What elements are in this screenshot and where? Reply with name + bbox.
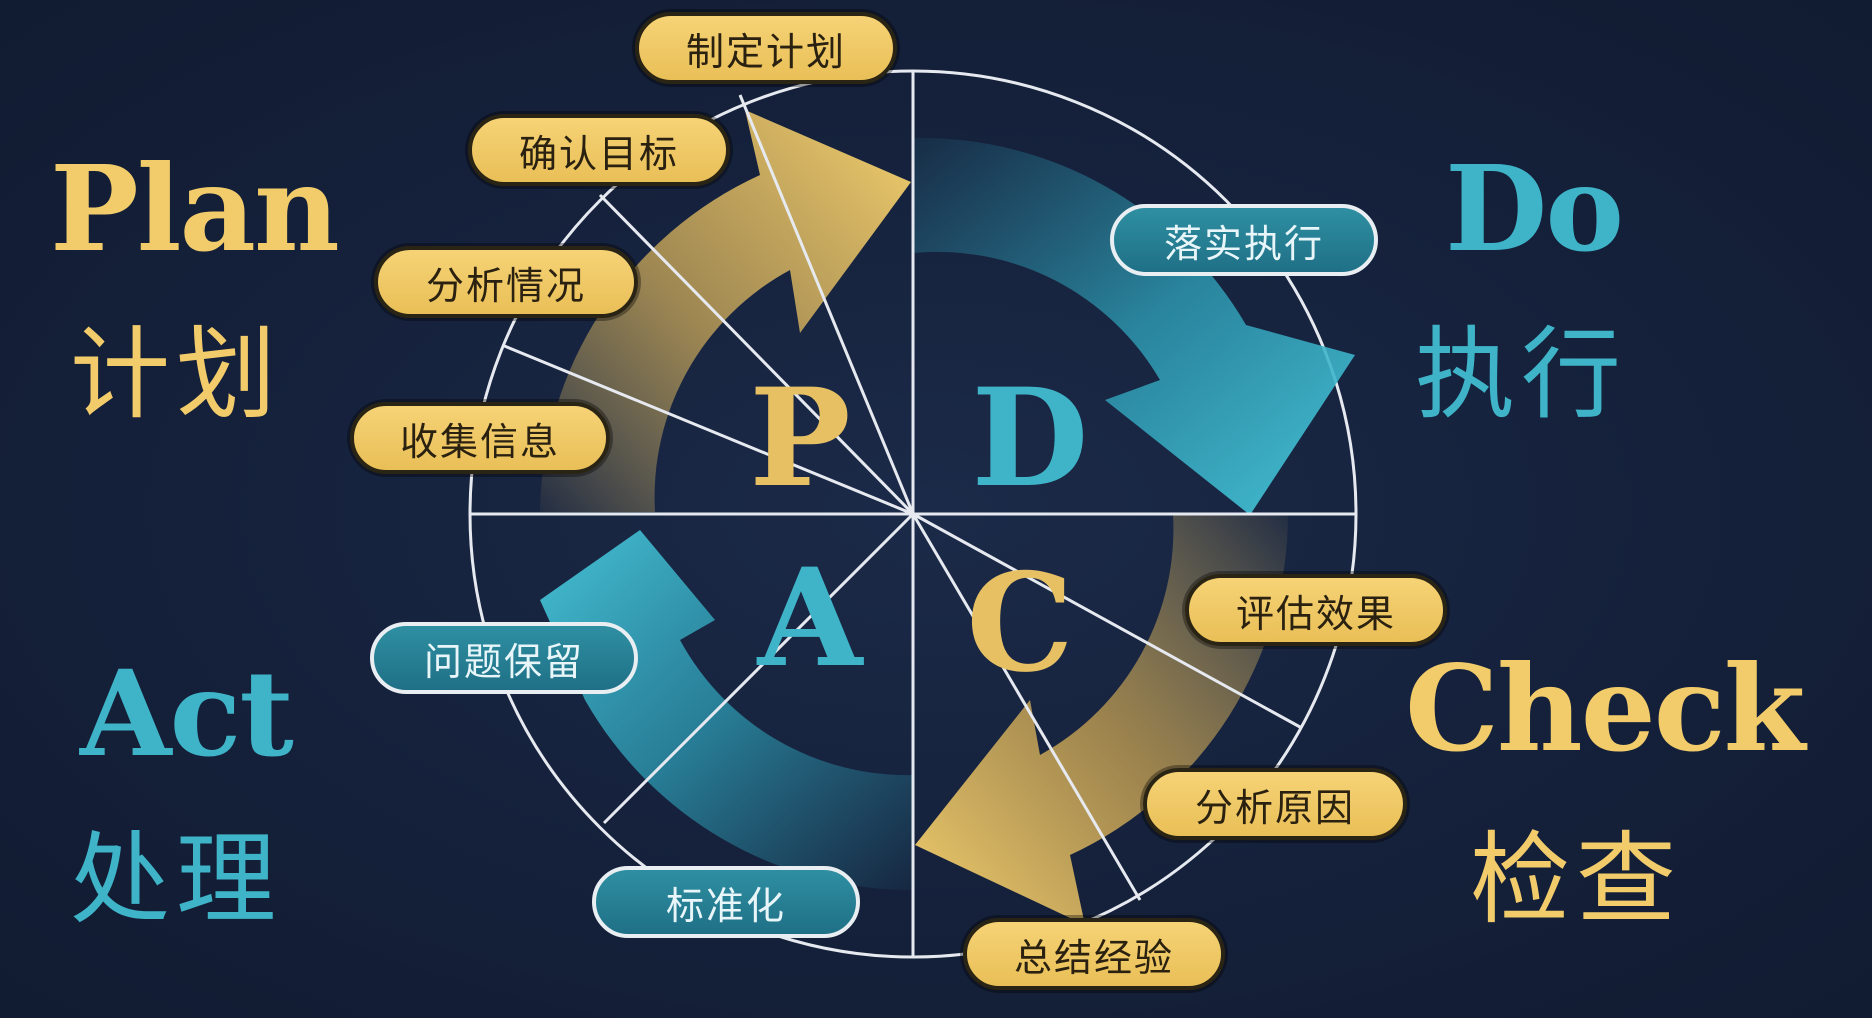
divider-analyze-summarize [911, 513, 1142, 901]
act-arrow [540, 530, 913, 891]
letter-p: P [749, 358, 851, 517]
radial-divider-lines [501, 94, 1301, 901]
do-title-zh: 执行 [1415, 316, 1627, 433]
step-collect-info: 收集信息 [350, 402, 610, 474]
plan-arrow [540, 110, 911, 512]
plan-title-zh: 计划 [70, 316, 282, 433]
step-evaluate-effect: 评估效果 [1185, 574, 1447, 646]
step-implement: 落实执行 [1110, 204, 1378, 276]
letter-c: C [966, 543, 1073, 702]
do-arrow [913, 137, 1355, 516]
plan-title-en: Plan [50, 139, 340, 278]
step-confirm-goal: 确认目标 [468, 114, 730, 186]
check-title-en: Check [1405, 639, 1805, 778]
step-analyze-cause: 分析原因 [1143, 768, 1407, 840]
step-retain-issues: 问题保留 [370, 622, 638, 694]
divider-analyze-confirm [598, 193, 915, 516]
act-title-zh: 处理 [70, 821, 282, 938]
divider-act [602, 512, 915, 825]
check-title-zh: 检查 [1470, 821, 1682, 938]
divider-collect-analyze [501, 343, 914, 516]
do-title-en: Do [1445, 139, 1624, 278]
divider-evaluate-analyze [912, 512, 1301, 729]
divider-confirm-plan [738, 94, 915, 515]
step-standardize: 标准化 [592, 866, 860, 938]
letter-d: D [971, 358, 1088, 517]
step-summarize-experience: 总结经验 [963, 918, 1225, 990]
letter-a: A [756, 538, 865, 697]
step-analyze-situation: 分析情况 [374, 246, 638, 318]
step-make-plan: 制定计划 [635, 12, 897, 84]
act-title-en: Act [80, 644, 294, 783]
